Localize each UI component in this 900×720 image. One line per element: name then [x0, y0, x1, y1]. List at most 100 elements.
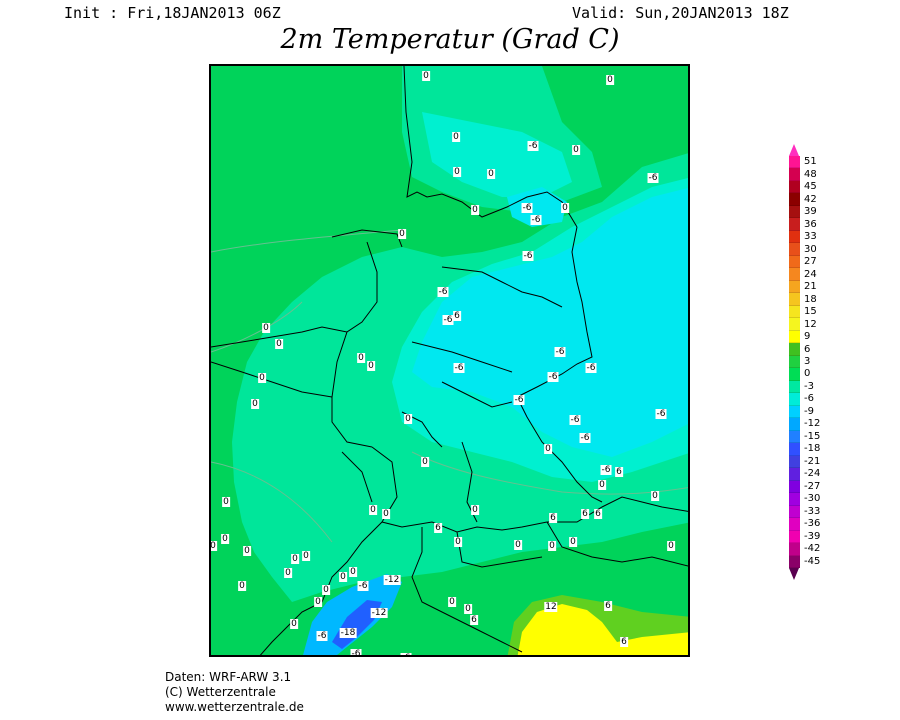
isoline-value-label: 0 — [544, 444, 552, 454]
init-time: Init : Fri,18JAN2013 06Z — [64, 4, 281, 22]
footer-url[interactable]: www.wetterzentrale.de — [165, 700, 304, 714]
scale-segment — [789, 393, 800, 406]
isoline-value-label: -6 — [316, 631, 328, 641]
scale-tick-label: -21 — [804, 455, 821, 467]
scale-segment — [789, 480, 800, 494]
isoline-value-label: -6 — [655, 409, 667, 419]
scale-segment — [789, 505, 800, 519]
isoline-value-label: -6 — [527, 141, 539, 151]
isoline-value-label: 0 — [487, 169, 495, 179]
isoline-value-label: 0 — [221, 534, 229, 544]
isoline-value-label: -6 — [400, 653, 412, 655]
band-minus9-north — [507, 187, 567, 227]
isoline-value-label: 0 — [284, 568, 292, 578]
isoline-value-label: -6 — [357, 581, 369, 591]
isoline-value-label: 0 — [357, 353, 365, 363]
scale-tick-label: 51 — [804, 156, 817, 168]
isoline-value-label: 0 — [548, 541, 556, 551]
isoline-value-label: 0 — [275, 339, 283, 349]
scale-tick-label: 6 — [804, 343, 811, 355]
scale-tick-label: -42 — [804, 543, 821, 555]
isoline-value-label: 0 — [251, 399, 259, 409]
scale-tick-label: 12 — [804, 318, 817, 330]
isoline-value-label: 0 — [667, 541, 675, 551]
map-title: 2m Temperatur (Grad C) — [280, 24, 620, 55]
isoline-value-label: -18 — [339, 628, 357, 638]
scale-tick-label: 21 — [804, 281, 817, 293]
isoline-value-label: 0 — [258, 373, 266, 383]
scale-tick-label: -30 — [804, 493, 821, 505]
isoline-value-label: 6 — [615, 467, 623, 477]
isoline-value-label: 0 — [210, 541, 217, 551]
scale-tick-label: -18 — [804, 443, 821, 455]
scale-segment — [789, 418, 800, 431]
scale-tick-label: -6 — [804, 393, 814, 405]
map-canvas — [211, 66, 688, 655]
scale-tick-label: 36 — [804, 218, 817, 230]
scale-segment — [789, 168, 800, 181]
scale-tick-label: 18 — [804, 293, 817, 305]
isoline-value-label: 6 — [434, 523, 442, 533]
isoline-value-label: 6 — [581, 509, 589, 519]
isoline-value-label: 0 — [448, 597, 456, 607]
scale-tick-label: 45 — [804, 181, 817, 193]
scale-tick-label: 9 — [804, 331, 811, 343]
scale-segment — [789, 243, 800, 256]
scale-segment — [789, 193, 800, 206]
scale-segment — [789, 318, 800, 331]
scale-tick-label: -27 — [804, 480, 821, 492]
scale-segment — [789, 368, 800, 381]
isoline-value-label: -6 — [647, 173, 659, 183]
isoline-value-label: 0 — [598, 480, 606, 490]
scale-segment — [789, 255, 800, 269]
band-9-to-12 — [517, 604, 688, 655]
scale-tick-label: -45 — [804, 555, 821, 567]
isoline-value-label: -6 — [513, 395, 525, 405]
scale-segment — [789, 380, 800, 394]
footer-copyright: (C) Wetterzentrale — [165, 685, 276, 699]
scale-tick-label: 39 — [804, 206, 817, 218]
isoline-value-label: -6 — [600, 465, 612, 475]
isoline-value-label: 0 — [238, 581, 246, 591]
isoline-value-label: 0 — [464, 604, 472, 614]
isoline-value-label: 6 — [470, 615, 478, 625]
isoline-value-label: 0 — [382, 509, 390, 519]
isoline-value-label: 0 — [367, 361, 375, 371]
country-borders — [211, 66, 688, 655]
isoline-value-label: 0 — [471, 205, 479, 215]
isoline-value-label: 6 — [453, 311, 461, 321]
scale-tick-label: -3 — [804, 380, 814, 392]
scale-tick-label: 3 — [804, 356, 811, 367]
scale-tick-label: 48 — [804, 168, 817, 180]
valid-time: Valid: Sun,20JAN2013 18Z — [572, 4, 789, 22]
isoline-value-label: -6 — [522, 251, 534, 261]
scale-segment — [789, 493, 800, 506]
isoline-value-label: 0 — [243, 546, 251, 556]
isoline-value-label: 0 — [314, 597, 322, 607]
scale-segment — [789, 268, 800, 281]
isoline-value-label: -6 — [579, 433, 591, 443]
scale-tick-label: 30 — [804, 243, 817, 255]
scale-tick-label: 42 — [804, 193, 817, 205]
scale-tick-label: -36 — [804, 518, 821, 530]
isolines — [211, 229, 688, 543]
scale-segment — [789, 330, 800, 344]
scale-tick-label: -15 — [804, 430, 821, 442]
isoline-value-label: 0 — [302, 551, 310, 561]
temperature-map: 0 0 -6 0 0 0 0 -6 -6 -6 0 0 0 -6 -6 -6 6 0 0 -6 -6 0 0 -6 0 -6 0 -6… — [209, 64, 690, 657]
scale-segment — [789, 156, 800, 169]
scale-segment — [789, 355, 800, 369]
isoline-value-label: -12 — [370, 608, 388, 618]
scale-segment — [789, 293, 800, 306]
isoline-value-label: 0 — [262, 323, 270, 333]
isoline-value-label: 12 — [544, 602, 558, 612]
band-minus9-to-minus6 — [412, 188, 688, 457]
scale-segment — [789, 468, 800, 481]
scale-segment — [789, 218, 800, 231]
isoline-value-label: -6 — [437, 287, 449, 297]
isoline-value-label: 0 — [404, 414, 412, 424]
color-scale-legend: 51 48 45 42 39 36 33 30 27 24 21 18 15 12 9 6 3 0 -3 -6 -9 -1… — [786, 144, 846, 584]
scale-tick-label: 0 — [804, 368, 811, 380]
isoline-value-label: -6 — [554, 347, 566, 357]
scale-tick-label: 27 — [804, 256, 817, 268]
